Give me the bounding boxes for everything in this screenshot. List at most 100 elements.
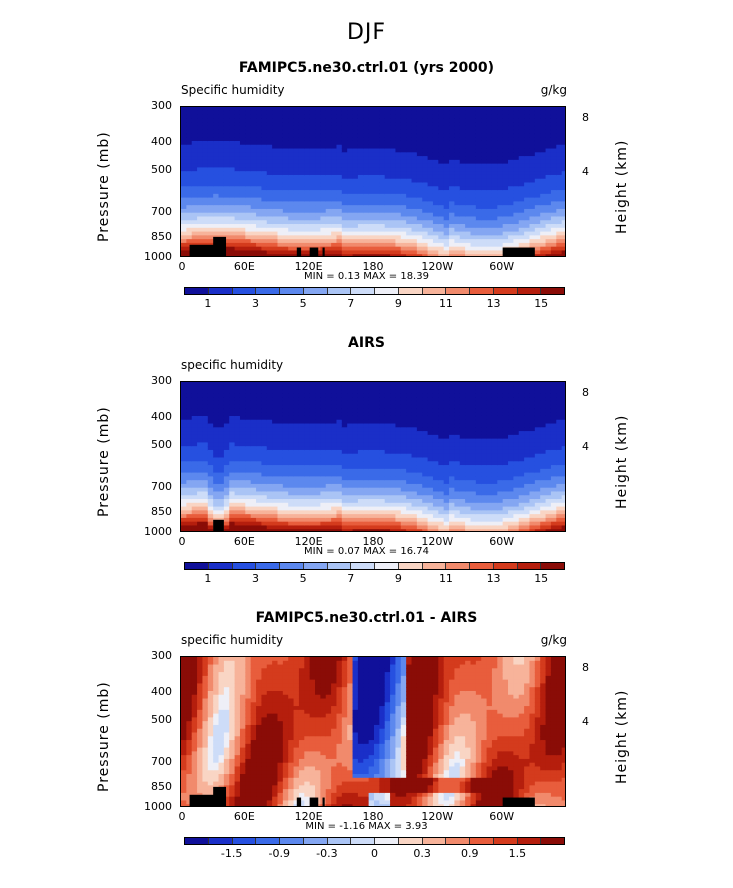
heatmap-cell: [218, 472, 225, 477]
heatmap-cell: [207, 231, 214, 236]
heatmap-cell: [256, 506, 263, 511]
heatmap-cell: [207, 457, 214, 462]
heatmap-cell: [459, 205, 466, 210]
heatmap-cell: [256, 110, 263, 116]
heatmap-cell: [341, 442, 348, 447]
heatmap-cell: [336, 397, 343, 402]
heatmap-cell: [207, 220, 214, 225]
heatmap-cell: [218, 156, 225, 161]
heatmap-cell: [191, 125, 198, 131]
heatmap-cell: [357, 254, 364, 256]
heatmap-cell: [432, 190, 439, 195]
heatmap-cell: [502, 163, 509, 169]
heatmap-cell: [325, 227, 332, 233]
heatmap-cell: [181, 122, 187, 127]
heatmap-cell: [427, 205, 434, 210]
heatmap-cell: [256, 449, 263, 455]
heatmap-cell: [416, 412, 423, 417]
heatmap-cell: [416, 468, 423, 474]
heatmap-cell: [272, 415, 279, 421]
heatmap-cell: [245, 163, 252, 169]
heatmap-cell: [277, 137, 284, 142]
heatmap-cell: [470, 129, 477, 135]
heatmap-cell: [556, 205, 563, 210]
heatmap-cell: [282, 201, 289, 206]
heatmap-cell: [239, 133, 246, 138]
heatmap-cell: [239, 495, 246, 500]
heatmap-cell: [202, 449, 209, 455]
heatmap-cell: [529, 182, 536, 187]
heatmap-cell: [191, 186, 198, 191]
heatmap-cell: [229, 453, 236, 459]
heatmap-cell: [223, 159, 230, 165]
heatmap-cell: [336, 514, 343, 519]
heatmap-cell: [191, 408, 198, 413]
heatmap-cell: [320, 487, 327, 493]
heatmap-cell: [540, 216, 547, 221]
heatmap-cell: [422, 182, 429, 187]
heatmap-cell: [239, 423, 246, 428]
heatmap-cell: [223, 133, 230, 138]
heatmap-cell: [250, 114, 257, 119]
heatmap-cell: [449, 144, 456, 150]
heatmap-cell: [406, 385, 413, 391]
heatmap-cell: [229, 201, 236, 206]
heatmap-cell: [422, 110, 429, 116]
heatmap-cell: [347, 118, 354, 123]
heatmap-cell: [384, 224, 391, 229]
heatmap-cell: [502, 242, 509, 248]
heatmap-cell: [213, 427, 220, 432]
heatmap-cell: [374, 114, 380, 119]
heatmap-cell: [357, 246, 364, 252]
heatmap-cell: [390, 231, 397, 236]
heatmap-cell: [197, 133, 204, 138]
heatmap-cell: [288, 506, 295, 511]
heatmap-cell: [561, 224, 565, 229]
heatmap-cell: [315, 186, 321, 191]
heatmap-cell: [497, 152, 504, 157]
heatmap-cell: [309, 415, 316, 421]
heatmap-cell: [411, 449, 418, 455]
heatmap-cell: [518, 220, 525, 225]
heatmap-cell: [191, 235, 198, 240]
heatmap-cell: [331, 487, 338, 493]
heatmap-cell: [438, 246, 445, 252]
heatmap-cell: [411, 408, 418, 413]
heatmap-cell: [239, 510, 246, 515]
heatmap-cell: [272, 434, 279, 440]
heatmap-cell: [309, 423, 316, 428]
heatmap-cell: [336, 239, 343, 244]
heatmap-cell: [239, 208, 246, 214]
heatmap-cell: [432, 186, 439, 191]
heatmap-cell: [277, 254, 284, 256]
heatmap-cell: [331, 419, 338, 425]
heatmap-cell: [443, 438, 450, 444]
heatmap-cell: [545, 159, 552, 165]
heatmap-cell: [261, 457, 268, 462]
heatmap-cell: [320, 197, 327, 202]
heatmap-cell: [540, 193, 547, 199]
heatmap-cell: [347, 137, 354, 142]
heatmap-cell: [331, 483, 338, 489]
heatmap-cell: [288, 442, 295, 447]
heatmap-cell: [288, 382, 295, 387]
heatmap-cell: [475, 122, 482, 127]
heatmap-cell: [266, 491, 273, 496]
heatmap-cell: [406, 239, 413, 244]
heatmap-cell: [315, 404, 321, 410]
heatmap-cell: [454, 110, 461, 116]
heatmap-cell: [239, 438, 246, 444]
heatmap-cell: [341, 125, 348, 131]
heatmap-cell: [336, 517, 343, 523]
heatmap-cell: [379, 167, 386, 172]
heatmap-cell: [497, 110, 504, 116]
heatmap-cell: [218, 483, 225, 489]
heatmap-cell: [181, 502, 187, 508]
heatmap-cell: [197, 193, 204, 199]
heatmap-cell: [277, 385, 284, 391]
heatmap-cell: [449, 148, 456, 153]
heatmap-cell: [443, 483, 450, 489]
heatmap-cell: [449, 186, 456, 191]
heatmap-cell: [256, 446, 263, 451]
heatmap-cell: [497, 167, 504, 172]
